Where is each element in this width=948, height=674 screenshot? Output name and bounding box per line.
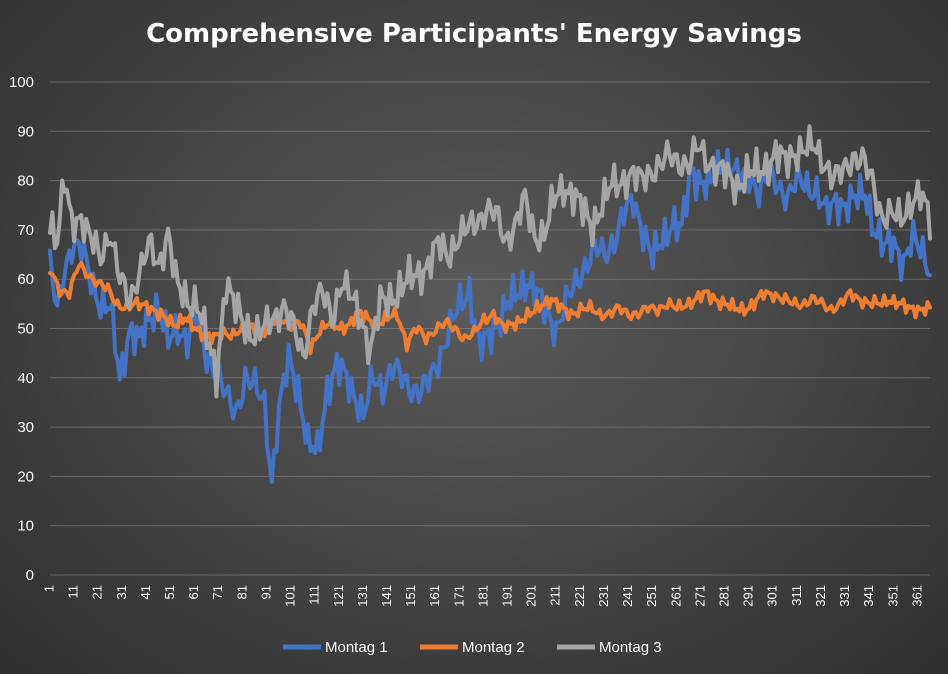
x-tick-label: 251 bbox=[644, 585, 659, 607]
x-tick-label: 151 bbox=[403, 585, 418, 607]
series-lines bbox=[48, 124, 932, 484]
x-tick-label: 191 bbox=[500, 585, 515, 607]
x-tick-label: 221 bbox=[572, 585, 587, 607]
x-tick-label: 81 bbox=[234, 585, 249, 599]
x-tick-label: 261 bbox=[668, 585, 683, 607]
legend-label-2: Montag 2 bbox=[462, 639, 525, 656]
x-tick-label: 331 bbox=[837, 585, 852, 607]
x-tick-label: 201 bbox=[524, 585, 539, 607]
x-tick-label: 161 bbox=[427, 585, 442, 607]
x-tick-label: 51 bbox=[162, 585, 177, 599]
x-tick-label: 41 bbox=[138, 585, 153, 599]
x-tick-label: 271 bbox=[692, 585, 707, 607]
y-tick-label: 80 bbox=[17, 173, 34, 190]
x-tick-label: 211 bbox=[548, 585, 563, 606]
x-tick-label: 141 bbox=[379, 585, 394, 607]
x-tick-label: 111 bbox=[307, 585, 322, 605]
y-tick-label: 40 bbox=[17, 370, 34, 387]
x-tick-label: 31 bbox=[114, 585, 129, 599]
y-tick-label: 50 bbox=[17, 321, 34, 338]
x-tick-label: 1 bbox=[41, 585, 56, 592]
chart-title: Comprehensive Participants' Energy Savin… bbox=[146, 19, 802, 49]
x-tick-label: 241 bbox=[620, 585, 635, 607]
legend: Montag 1 Montag 2 Montag 3 bbox=[283, 639, 662, 656]
y-tick-label: 10 bbox=[17, 518, 34, 535]
x-tick-label: 351 bbox=[885, 585, 900, 607]
legend-label-1: Montag 1 bbox=[325, 639, 388, 656]
x-tick-label: 361 bbox=[909, 585, 924, 607]
x-tick-label: 21 bbox=[90, 585, 105, 599]
y-tick-label: 60 bbox=[17, 271, 34, 288]
y-tick-label: 100 bbox=[9, 74, 34, 91]
y-tick-label: 90 bbox=[17, 123, 34, 140]
y-tick-label: 20 bbox=[17, 468, 34, 485]
x-tick-label: 61 bbox=[186, 585, 201, 599]
legend-label-3: Montag 3 bbox=[599, 639, 662, 656]
y-tick-label: 70 bbox=[17, 222, 34, 239]
x-tick-label: 91 bbox=[258, 585, 273, 599]
series-line-2 bbox=[48, 261, 932, 356]
x-tick-label: 171 bbox=[451, 585, 466, 607]
x-tick-label: 291 bbox=[741, 585, 756, 607]
x-tick-label: 101 bbox=[283, 585, 298, 607]
y-axis-ticks: 0 10 20 30 40 50 60 70 80 90 100 bbox=[9, 74, 34, 584]
x-tick-label: 71 bbox=[210, 585, 225, 599]
y-tick-label: 30 bbox=[17, 419, 34, 436]
x-tick-label: 181 bbox=[475, 585, 490, 607]
x-tick-label: 11 bbox=[66, 585, 81, 599]
x-tick-label: 131 bbox=[355, 585, 370, 607]
x-tick-label: 301 bbox=[765, 585, 780, 607]
x-tick-label: 341 bbox=[861, 585, 876, 607]
x-tick-label: 281 bbox=[717, 585, 732, 607]
x-tick-label: 121 bbox=[331, 585, 346, 607]
x-axis-ticks: 1 11 21 31 41 51 61 71 81 91 101 111 121 131 141 151 161… bbox=[41, 585, 924, 607]
x-tick-label: 311 bbox=[789, 585, 804, 606]
x-tick-label: 231 bbox=[596, 585, 611, 607]
y-tick-label: 0 bbox=[26, 567, 34, 584]
series-line-3 bbox=[48, 124, 932, 399]
x-tick-label: 321 bbox=[813, 585, 828, 607]
